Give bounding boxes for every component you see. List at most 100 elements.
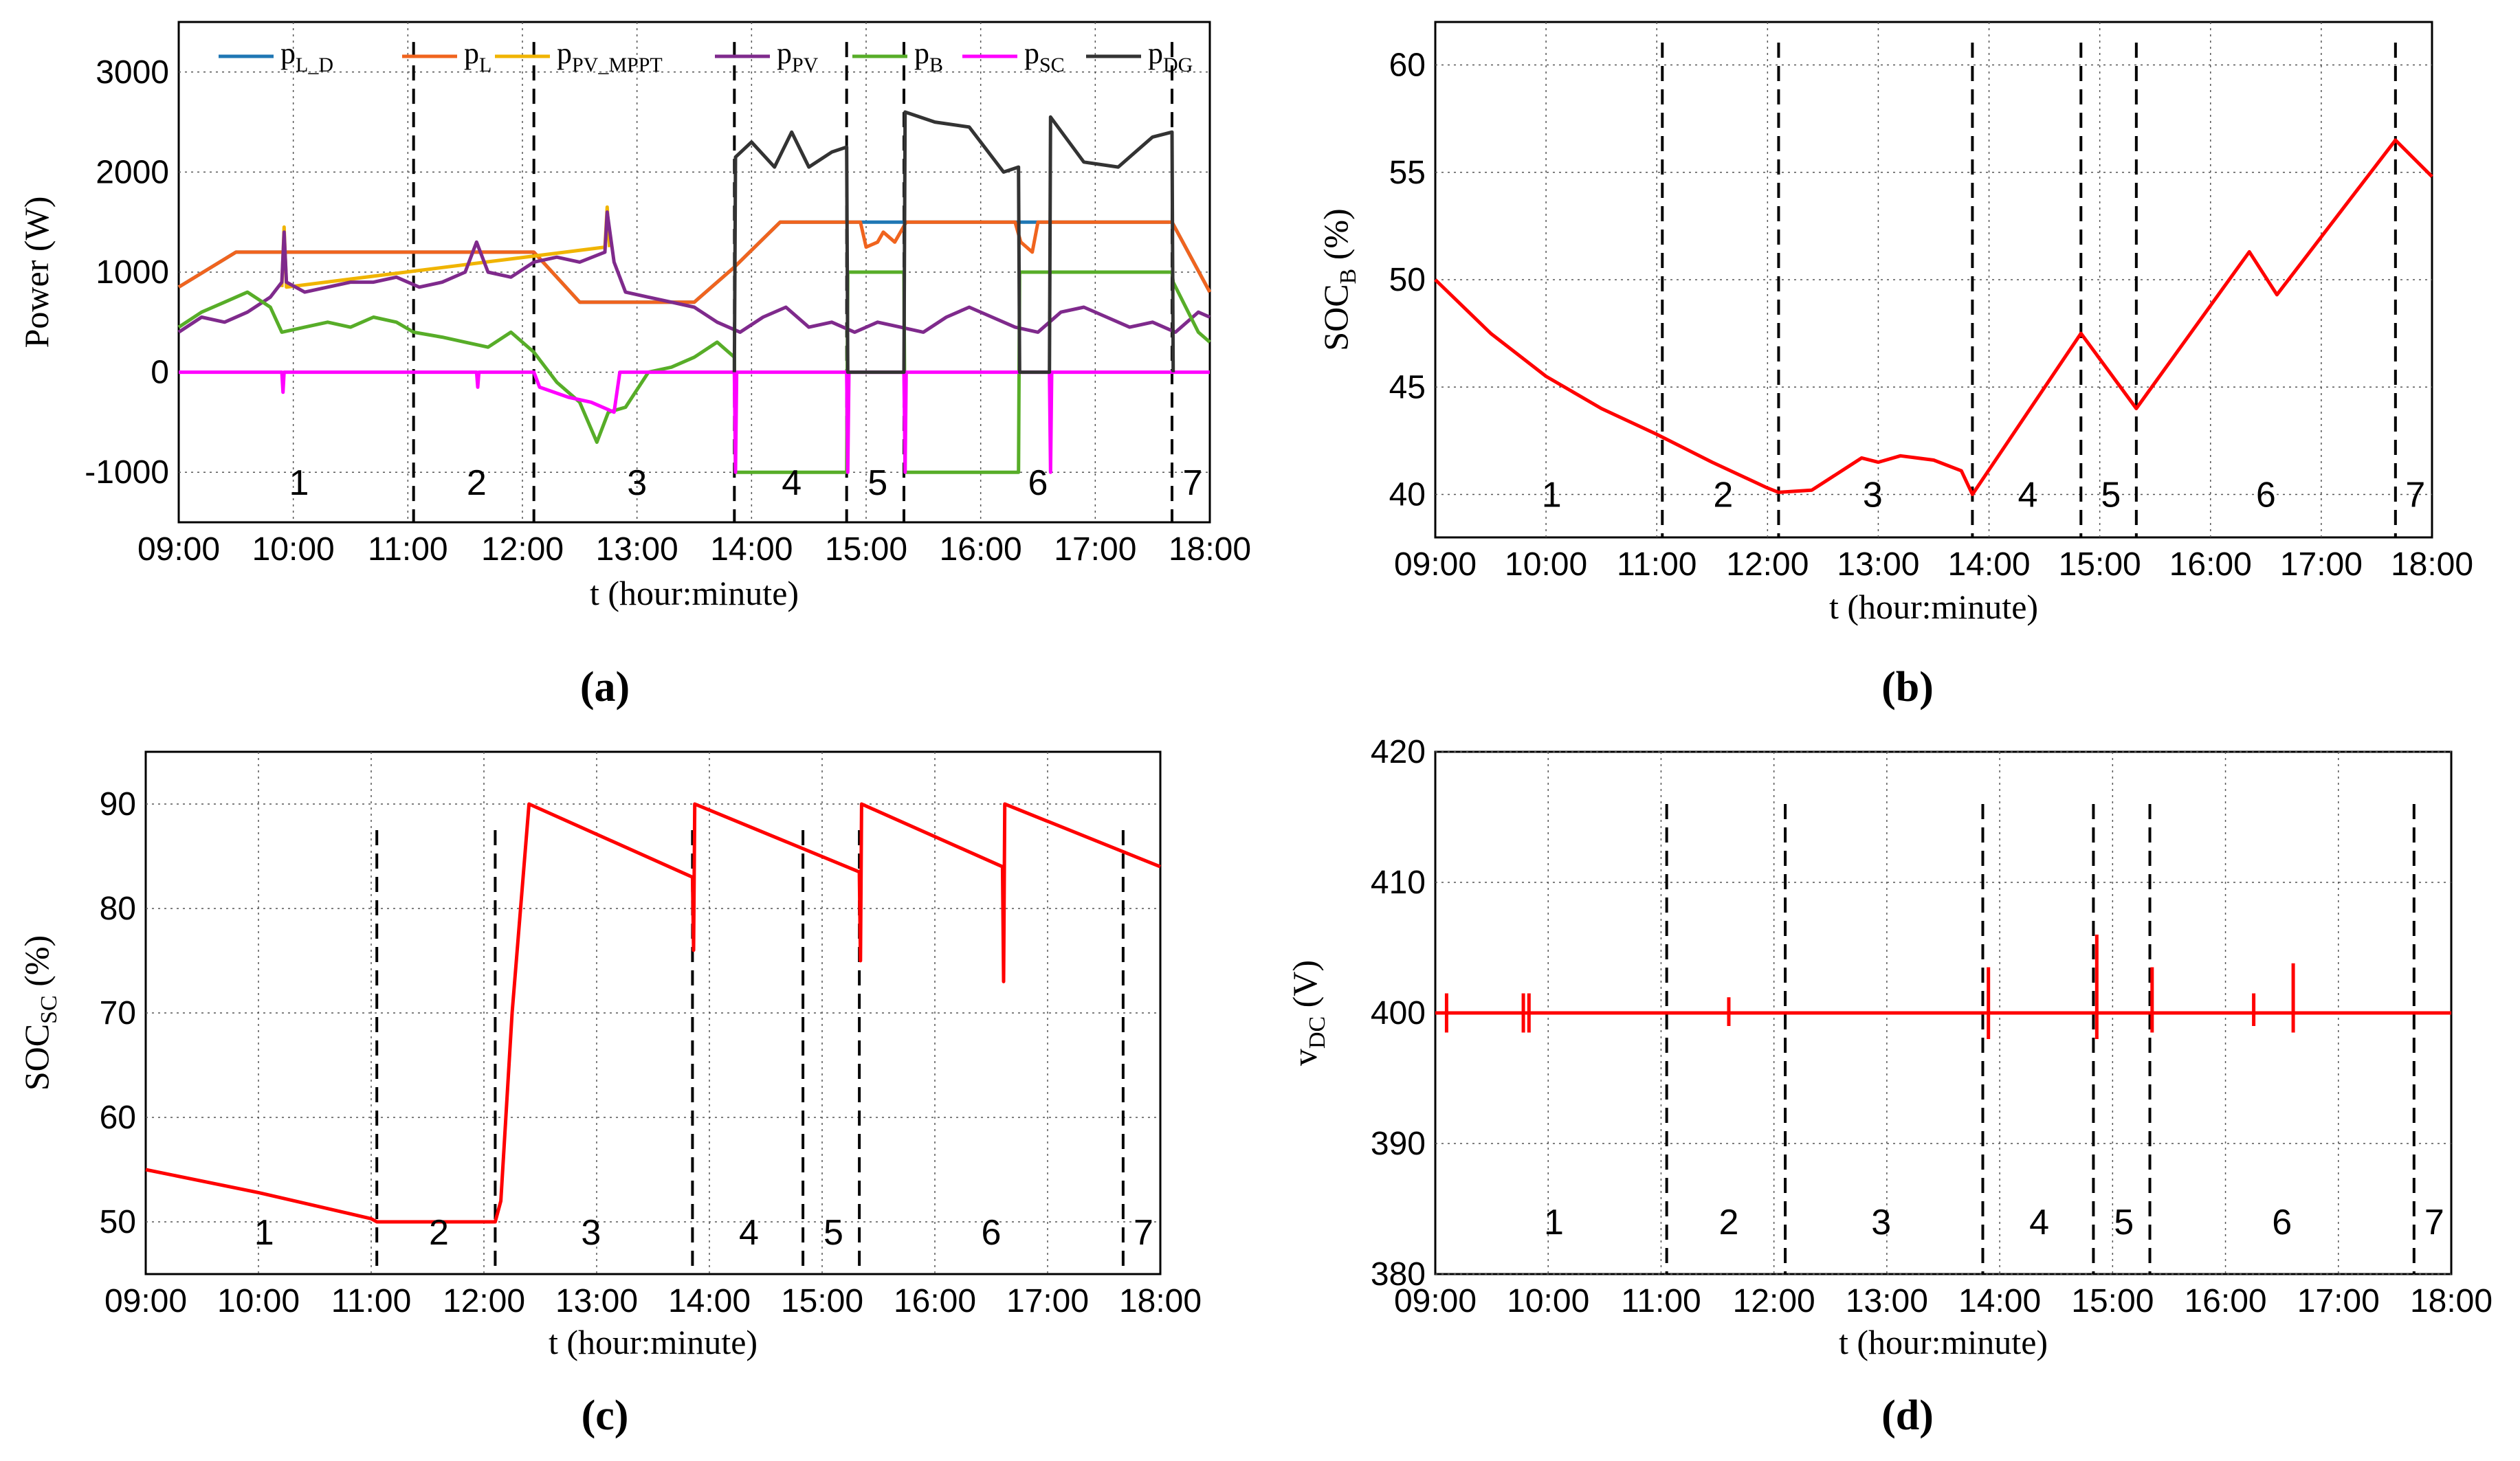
x-tick-label: 18:00 — [2391, 546, 2473, 583]
y-tick-label: 400 — [1371, 995, 1426, 1031]
x-tick-label: 10:00 — [252, 531, 335, 568]
stage-label: 3 — [627, 463, 647, 503]
stage-label: 7 — [1134, 1213, 1153, 1253]
x-tick-label: 14:00 — [710, 531, 793, 568]
x-tick-label: 18:00 — [1169, 531, 1251, 568]
x-tick-label: 09:00 — [137, 531, 220, 568]
y-tick-label: 60 — [100, 1100, 136, 1136]
series-line-soc-b — [1434, 138, 2433, 496]
x-tick-label: 09:00 — [1394, 1283, 1477, 1319]
x-tick-label: 15:00 — [781, 1283, 863, 1319]
x-axis-label-a: t (hour:minute) — [590, 574, 799, 612]
legend-entry-dg: pDG — [1148, 36, 1193, 76]
x-tick-label: 12:00 — [1733, 1283, 1815, 1319]
series-line-soc-sc — [145, 802, 1161, 1224]
legend-label-base: p — [914, 36, 929, 70]
y-axis-label-d-sub: DC — [1305, 1016, 1330, 1049]
y-tick-label: 55 — [1389, 155, 1426, 191]
y-axis-label-a: Power (W) — [17, 197, 56, 348]
series-line-p-l — [177, 220, 1212, 304]
series-line-p-pv — [177, 210, 1211, 334]
legend-label-base: p — [1024, 36, 1039, 70]
stage-labels-b: 1 2 3 4 5 6 7 — [1542, 476, 2426, 515]
y-tick-label: 420 — [1371, 734, 1426, 770]
x-axis-label-d: t (hour:minute) — [1839, 1323, 2048, 1361]
stage-label: 3 — [581, 1213, 601, 1253]
x-tick-label: 15:00 — [825, 531, 907, 568]
y-tick-label: 2000 — [96, 154, 169, 190]
legend-label-sub: L_D — [296, 54, 333, 76]
stage-labels-a: 1 2 3 4 5 6 7 — [289, 463, 1203, 503]
x-tick-labels-b: 09:00 10:00 11:00 12:00 13:00 14:00 15:00 16:00… — [1394, 546, 2473, 583]
series-line-p-sc — [179, 370, 1210, 474]
y-tick-label: 45 — [1389, 369, 1426, 405]
stage-labels-c: 1 2 3 4 5 6 7 — [254, 1213, 1153, 1253]
y-tick-label: 40 — [1389, 477, 1426, 513]
x-tick-label: 13:00 — [596, 531, 678, 568]
stage-label: 6 — [1028, 463, 1048, 503]
stage-label: 7 — [2405, 476, 2425, 515]
x-tick-label: 09:00 — [104, 1283, 187, 1319]
legend-entry-pv-mppt: pPV_MPPT — [557, 36, 663, 76]
stage-label: 1 — [254, 1213, 274, 1253]
panel-c-soc-supercapacitor: 1 2 3 4 5 6 7 50 60 70 80 90 09:00 10:00 11:00 12:00 1… — [17, 750, 1202, 1439]
x-tick-label: 12:00 — [481, 531, 564, 568]
y-tick-labels-d: 380 390 400 410 420 — [1371, 734, 1426, 1293]
legend-entry-sc: pSC — [1024, 36, 1065, 76]
stage-label: 6 — [982, 1213, 1002, 1253]
y-axis-label-d-base: v — [1285, 1049, 1324, 1066]
x-tick-label: 16:00 — [2184, 1283, 2266, 1319]
y-axis-label-d-unit: (V) — [1285, 960, 1324, 1016]
y-axis-label-c-sub: SC — [36, 995, 62, 1024]
stage-boundaries-b — [1661, 43, 2397, 537]
stage-boundaries-d — [1665, 804, 2416, 1274]
x-tick-label: 16:00 — [2169, 546, 2252, 583]
caption-b: (b) — [1881, 664, 1934, 711]
legend-a: pL_D pL pPV_MPPT pPV pB pSC pDG — [219, 36, 1193, 76]
x-axis-label-c: t (hour:minute) — [549, 1323, 758, 1361]
y-tick-label: 390 — [1371, 1126, 1426, 1162]
caption-a: (a) — [580, 664, 630, 711]
stage-label: 2 — [1713, 476, 1733, 515]
series-group-c — [145, 802, 1161, 1224]
stage-label: 6 — [2256, 476, 2276, 515]
stage-label: 6 — [2272, 1203, 2292, 1242]
x-tick-labels-c: 09:00 10:00 11:00 12:00 13:00 14:00 15:00 16:00… — [104, 1283, 1202, 1319]
y-tick-label: 50 — [1389, 262, 1426, 298]
y-axis-label-b: SOCB (%) — [1316, 208, 1361, 350]
x-tick-label: 18:00 — [2410, 1283, 2493, 1319]
x-tick-label: 12:00 — [443, 1283, 525, 1319]
series-group-b — [1434, 138, 2433, 496]
x-tick-label: 16:00 — [940, 531, 1022, 568]
stage-label: 5 — [2114, 1203, 2134, 1242]
panel-d-dc-bus-voltage: 1 2 3 4 5 6 7 380 390 400 410 420 09:00 10:00 11:00 1… — [1285, 734, 2493, 1439]
series-group-a — [177, 110, 1212, 474]
x-tick-label: 12:00 — [1726, 546, 1809, 583]
legend-label-base: p — [777, 36, 792, 70]
y-axis-label-c: SOCSC (%) — [17, 935, 62, 1091]
y-tick-label: 380 — [1371, 1256, 1426, 1293]
caption-c: (c) — [582, 1392, 629, 1439]
legend-entry-l: pL — [464, 36, 491, 76]
legend-label-base: p — [280, 36, 296, 70]
grid-c — [146, 752, 1160, 1274]
y-tick-label: 410 — [1371, 865, 1426, 901]
x-tick-label: 17:00 — [2297, 1283, 2380, 1319]
y-tick-labels-a: -1000 0 1000 2000 3000 — [85, 54, 169, 491]
stage-label: 5 — [2101, 476, 2121, 515]
y-tick-label: 3000 — [96, 54, 169, 91]
y-tick-labels-b: 40 45 50 55 60 — [1389, 47, 1426, 513]
y-tick-label: 90 — [100, 786, 136, 823]
y-axis-label-b-sub: B — [1336, 269, 1361, 285]
stage-label: 3 — [1863, 476, 1883, 515]
x-tick-label: 17:00 — [1054, 531, 1136, 568]
x-tick-label: 10:00 — [1507, 1283, 1589, 1319]
x-tick-label: 11:00 — [368, 531, 448, 568]
legend-label-base: p — [1148, 36, 1163, 70]
y-axis-label-c-unit: (%) — [17, 935, 56, 995]
x-tick-label: 14:00 — [1947, 546, 2030, 583]
stage-label: 5 — [867, 463, 887, 503]
legend-label-sub: L — [479, 54, 491, 76]
x-tick-label: 16:00 — [894, 1283, 976, 1319]
